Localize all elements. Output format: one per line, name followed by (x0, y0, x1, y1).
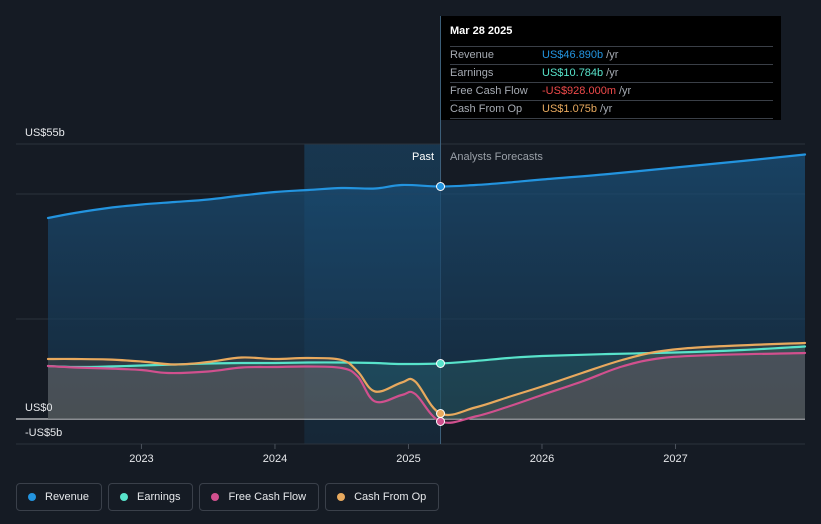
y-axis-zero-label: US$0 (25, 402, 53, 414)
x-tick-label: 2024 (263, 453, 287, 465)
axis-labels: US$55b US$0 -US$5b Past Analysts Forecas… (25, 127, 543, 439)
free-cash-flow-line (46, 351, 807, 424)
tooltip-rows: Revenue US$46.890b/yr Earnings US$10.784b/y… (450, 47, 773, 119)
legend-dot-icon (211, 493, 220, 501)
earnings-marker (436, 359, 446, 368)
tooltip-row-unit: /yr (600, 103, 613, 115)
tooltip-row-value: -US$928.000m (542, 85, 616, 97)
free-cash-flow-marker (436, 417, 446, 426)
area-fills (48, 154, 805, 423)
past-label: Past (412, 151, 434, 163)
y-axis-top-label: US$55b (25, 127, 65, 139)
legend-item-revenue[interactable]: Revenue (16, 483, 103, 511)
tooltip-date: Mar 28 2025 (450, 24, 773, 47)
y-axis-bottom-label: -US$5b (25, 427, 62, 439)
forecast-label: Analysts Forecasts (450, 151, 543, 163)
hover-markers (436, 182, 446, 426)
legend-dot-icon (337, 493, 346, 501)
legend-item-cash-from-op[interactable]: Cash From Op (325, 483, 440, 511)
tooltip-row-unit: /yr (619, 85, 632, 97)
series-lines (46, 153, 807, 424)
legend-label: Earnings (137, 491, 181, 503)
tooltip-row: Earnings US$10.784b/yr (450, 65, 773, 83)
tooltip-row-label: Cash From Op (450, 103, 523, 115)
tooltip-row: Free Cash Flow -US$928.000m/yr (450, 83, 773, 101)
tooltip-row-label: Revenue (450, 49, 495, 61)
tooltip-row-value: US$46.890b (542, 49, 604, 61)
earnings-line (46, 345, 807, 369)
legend-label: Cash From Op (354, 491, 427, 503)
cash-from-op-line (46, 341, 807, 417)
legend-label: Free Cash Flow (228, 491, 307, 503)
x-tick-label: 2027 (663, 453, 687, 465)
chart-legend: Revenue Earnings Free Cash Flow Cash From O… (16, 483, 440, 511)
free-cash-flow-area (48, 353, 805, 423)
hover-tooltip: Mar 28 2025 Revenue US$46.890b/yr Earnings… (441, 16, 781, 120)
legend-dot-icon (120, 493, 129, 501)
tooltip-row-unit: /yr (606, 49, 619, 61)
x-tick-label: 2025 (396, 453, 420, 465)
legend-item-free-cash-flow[interactable]: Free Cash Flow (199, 483, 320, 511)
legend-dot-icon (28, 493, 36, 501)
tooltip-row-label: Earnings (450, 67, 494, 79)
tooltip-row: Cash From Op US$1.075b/yr (450, 101, 773, 119)
revenue-marker (436, 182, 446, 191)
x-axis-ticks: 2023 2024 2025 2026 2027 (129, 444, 688, 465)
x-tick-label: 2026 (530, 453, 554, 465)
revenue-line (46, 153, 807, 220)
tooltip-row-value: US$10.784b (542, 67, 604, 79)
earnings-area (48, 346, 805, 419)
tooltip-row-value: US$1.075b (542, 103, 598, 115)
tooltip-row: Revenue US$46.890b/yr (450, 47, 773, 65)
tooltip-row-unit: /yr (606, 67, 619, 79)
tooltip-row-label: Free Cash Flow (450, 85, 528, 97)
x-tick-label: 2023 (129, 453, 153, 465)
cash-from-op-marker (436, 409, 446, 418)
legend-item-earnings[interactable]: Earnings (108, 483, 194, 511)
financial-chart: US$55b US$0 -US$5b Past Analysts Forecas… (16, 16, 807, 465)
legend-label: Revenue (45, 491, 90, 503)
